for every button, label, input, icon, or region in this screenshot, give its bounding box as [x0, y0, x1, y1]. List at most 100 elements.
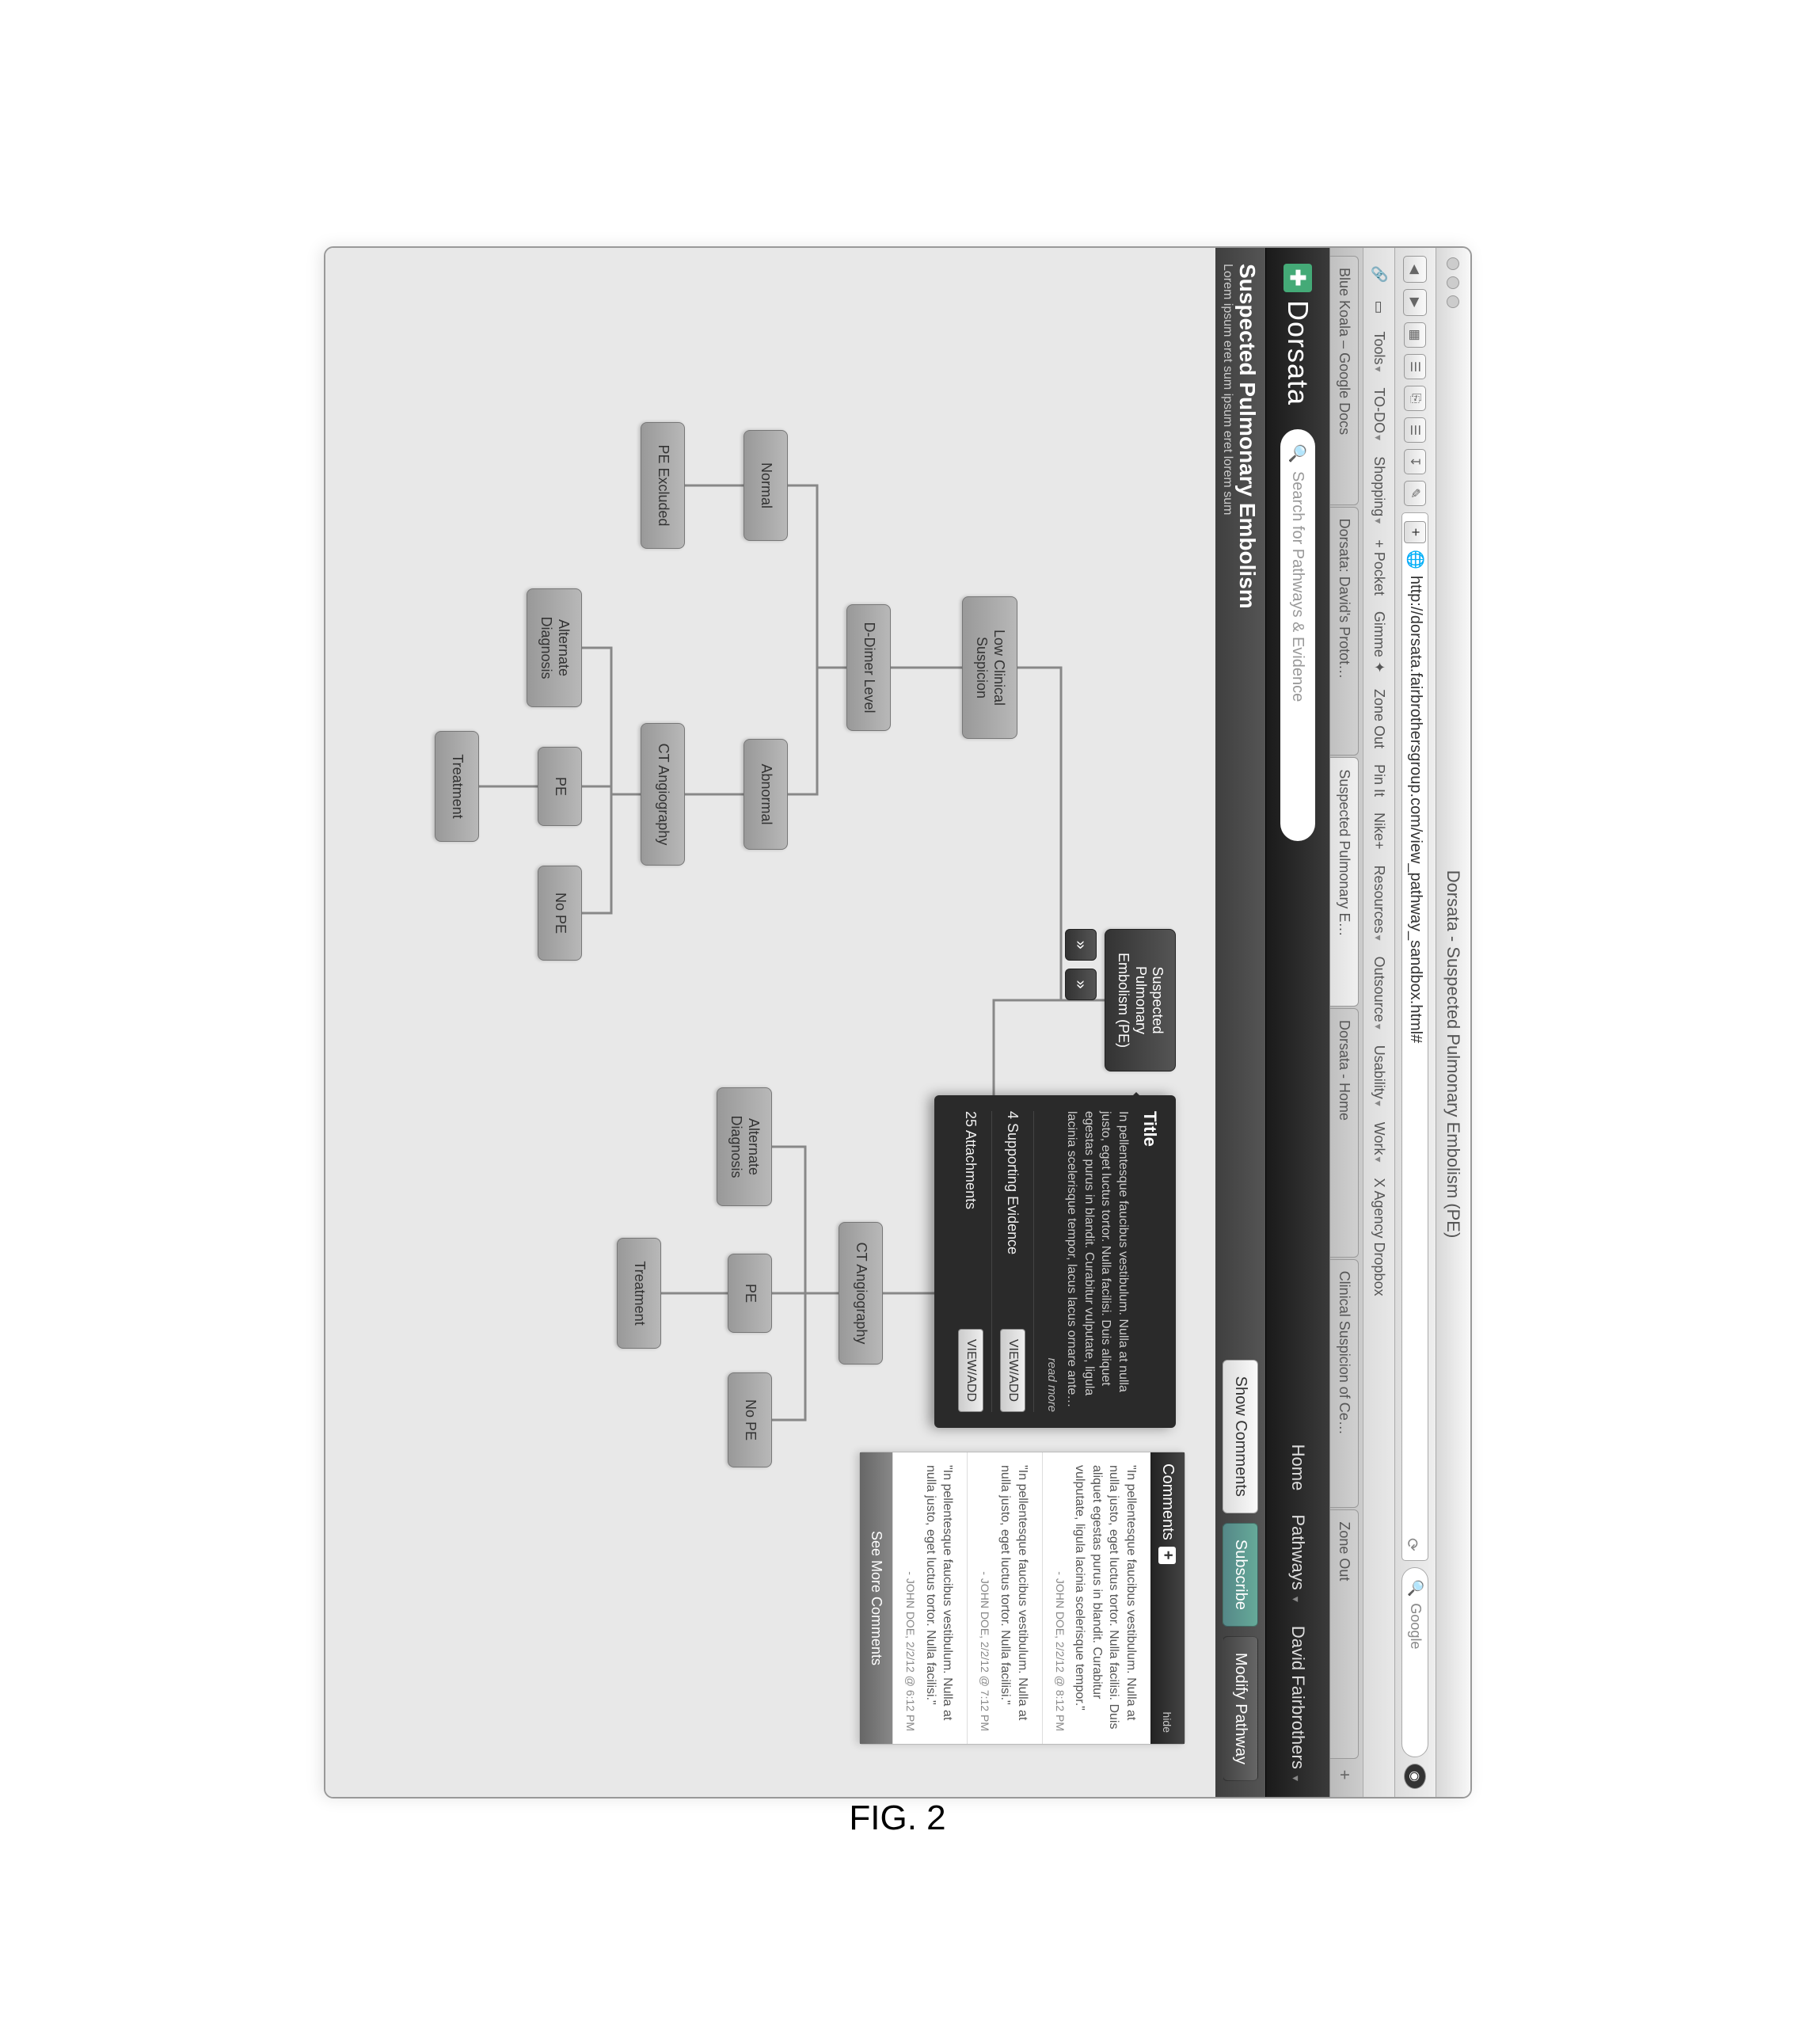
- bookmark-item[interactable]: Pin It: [1368, 756, 1390, 805]
- url-text: http://dorsata.fairbrothersgroup.com/vie…: [1406, 575, 1424, 1531]
- flowchart-node-pe1[interactable]: PE: [538, 747, 582, 826]
- bookmark-item[interactable]: Resources▾: [1368, 857, 1390, 948]
- flowchart-node-ddimer[interactable]: D-Dimer Level: [846, 604, 891, 731]
- forward-button[interactable]: ▶: [1403, 289, 1427, 316]
- comments-panel: Comments + hide "In pellentesque faucibus…: [859, 1452, 1185, 1745]
- read-more-link[interactable]: read more: [1044, 1111, 1058, 1412]
- browser-tab[interactable]: Dorsata - Home: [1330, 1008, 1359, 1258]
- flowchart-node-nope2[interactable]: No PE: [728, 1372, 772, 1467]
- add-bookmark-button[interactable]: +: [1404, 521, 1426, 543]
- subscribe-button[interactable]: Subscribe: [1223, 1522, 1258, 1626]
- edit-icon[interactable]: ✎: [1404, 481, 1426, 506]
- link-icon[interactable]: 🔗: [1367, 257, 1390, 291]
- header-nav: Home Pathways ▾ David Fairbrothers ▾: [1287, 1444, 1308, 1780]
- flowchart-node-alt2[interactable]: Alternate Diagnosis: [717, 1087, 772, 1206]
- bookmarks-menu-icon[interactable]: ▭: [1367, 292, 1390, 322]
- reader-icon[interactable]: ☰: [1404, 417, 1426, 443]
- popover-body: In pellentesque faucibus vestibulum. Nul…: [1063, 1111, 1131, 1412]
- menu-icon[interactable]: ☰: [1404, 354, 1426, 379]
- comment-item: "In pellentesque faucibus vestibulum. Nu…: [892, 1452, 967, 1744]
- bookmark-item[interactable]: Nike+: [1368, 805, 1390, 858]
- popover-title: Title: [1139, 1111, 1160, 1412]
- modify-pathway-button[interactable]: Modify Pathway: [1223, 1635, 1258, 1780]
- download-icon[interactable]: ↧: [1404, 449, 1426, 474]
- flowchart-node-root[interactable]: Suspected Pulmonary Embolism (PE): [1105, 929, 1176, 1071]
- chevron-down-icon: ▾: [1290, 1596, 1303, 1601]
- bookmark-item[interactable]: Outsource▾: [1368, 948, 1390, 1037]
- figure-label: FIG. 2: [849, 1798, 945, 1838]
- back-button[interactable]: ◀: [1403, 256, 1427, 283]
- flowchart-node-treat1[interactable]: Treatment: [435, 731, 479, 842]
- browser-tab[interactable]: Clinical Suspicion of Ce…: [1330, 1258, 1359, 1508]
- bookmark-item[interactable]: Zone Out: [1368, 680, 1390, 756]
- browser-tab[interactable]: Dorsata: David's Protot…: [1330, 506, 1359, 756]
- flowchart-node-treat2[interactable]: Treatment: [617, 1238, 661, 1349]
- traffic-lights[interactable]: [1447, 257, 1459, 308]
- window-title: Dorsata - Suspected Pulmonary Embolism (…: [1443, 321, 1463, 1787]
- grid-icon[interactable]: ▦: [1404, 322, 1426, 348]
- url-bar[interactable]: + 🌐 http://dorsata.fairbrothersgroup.com…: [1401, 512, 1428, 1561]
- see-more-comments-button[interactable]: See More Comments: [860, 1452, 892, 1744]
- logo-icon: ✚: [1284, 264, 1312, 292]
- comments-header: Comments: [1159, 1464, 1177, 1540]
- nav-pathways[interactable]: Pathways ▾: [1287, 1514, 1308, 1602]
- bookmark-item[interactable]: X Agency Dropbox: [1368, 1170, 1390, 1304]
- evidence-label: 4 Supporting Evidence: [1004, 1111, 1021, 1254]
- sub-header: Suspected Pulmonary Embolism Lorem ipsum…: [1215, 248, 1266, 1797]
- expand-right-icon[interactable]: »: [1065, 969, 1097, 1000]
- flowchart-canvas[interactable]: Suspected Pulmonary Embolism (PE) Low Cli…: [324, 248, 1215, 1797]
- tab-strip: Blue Koala – Google DocsDorsata: David's…: [1329, 248, 1363, 1797]
- bookmark-item[interactable]: TO-DO▾: [1368, 379, 1390, 448]
- flowchart-node-low[interactable]: Low Clinical Suspicion: [962, 596, 1017, 739]
- titlebar: Dorsata - Suspected Pulmonary Embolism (…: [1436, 248, 1470, 1797]
- browser-window: Dorsata - Suspected Pulmonary Embolism (…: [324, 246, 1472, 1798]
- browser-tab[interactable]: Blue Koala – Google Docs: [1330, 256, 1359, 505]
- node-popover: Title In pellentesque faucibus vestibulu…: [934, 1095, 1175, 1428]
- browser-tab[interactable]: Suspected Pulmonary E…: [1330, 757, 1359, 1007]
- browser-tab[interactable]: Zone Out: [1330, 1509, 1359, 1759]
- user-menu[interactable]: David Fairbrothers ▾: [1287, 1625, 1308, 1780]
- flowchart-node-alt1[interactable]: Alternate Diagnosis: [527, 588, 582, 707]
- bookmark-item[interactable]: Tools▾: [1368, 323, 1390, 379]
- evidence-view-button[interactable]: VIEW/ADD: [999, 1328, 1025, 1411]
- attachments-label: 25 Attachments: [962, 1111, 979, 1209]
- comment-item: "In pellentesque faucibus vestibulum. Nu…: [1041, 1452, 1150, 1744]
- app-header: ✚ Dorsata 🔍 Search for Pathways & Eviden…: [1266, 248, 1329, 1797]
- search-icon: 🔍: [1407, 1579, 1424, 1597]
- search-icon: 🔍: [1287, 443, 1307, 463]
- attachments-view-button[interactable]: VIEW/ADD: [957, 1328, 983, 1411]
- show-comments-button[interactable]: Show Comments: [1223, 1359, 1258, 1513]
- flowchart-node-nope1[interactable]: No PE: [538, 866, 582, 961]
- browser-search[interactable]: 🔍 Google: [1401, 1567, 1428, 1757]
- comment-item: "In pellentesque faucibus vestibulum. Nu…: [967, 1452, 1041, 1744]
- bookmark-item[interactable]: + Pocket: [1368, 531, 1390, 603]
- hide-comments-link[interactable]: hide: [1161, 1711, 1173, 1732]
- bookmark-bar: 🔗 ▭ Tools▾TO-DO▾Shopping▾+ PocketGimme ✦…: [1363, 248, 1394, 1797]
- bookmark-item[interactable]: Gimme ✦: [1368, 603, 1390, 680]
- app-search-placeholder: Search for Pathways & Evidence: [1288, 470, 1306, 701]
- flowchart-node-normal[interactable]: Normal: [743, 430, 788, 541]
- brand-name: Dorsata: [1281, 300, 1314, 405]
- flowchart-node-ct1[interactable]: CT Angiography: [641, 723, 685, 866]
- logo[interactable]: ✚ Dorsata: [1281, 264, 1314, 405]
- flowchart-node-pe_excl[interactable]: PE Excluded: [641, 422, 685, 549]
- chevron-down-icon: ▾: [1290, 1775, 1303, 1780]
- new-tab-button[interactable]: +: [1330, 1760, 1359, 1789]
- bookmark-item[interactable]: Work▾: [1368, 1113, 1390, 1170]
- browser-toolbar: ◀ ▶ ▦ ☰ ⎘ ☰ ↧ ✎ + 🌐 http://dorsata.fairb…: [1394, 248, 1436, 1797]
- page-title: Suspected Pulmonary Embolism: [1234, 264, 1260, 609]
- share-icon[interactable]: ⎘: [1404, 386, 1426, 411]
- expand-left-icon[interactable]: »: [1065, 929, 1097, 961]
- flowchart-node-ct2[interactable]: CT Angiography: [839, 1222, 883, 1365]
- reload-icon[interactable]: ⟳: [1408, 1538, 1422, 1552]
- flowchart-node-abnormal[interactable]: Abnormal: [743, 739, 788, 850]
- nav-home[interactable]: Home: [1287, 1444, 1308, 1490]
- globe-icon: 🌐: [1405, 550, 1425, 569]
- settings-icon[interactable]: ◉: [1404, 1764, 1426, 1789]
- app-search[interactable]: 🔍 Search for Pathways & Evidence: [1280, 429, 1315, 841]
- add-comment-button[interactable]: +: [1158, 1546, 1176, 1563]
- flowchart-node-pe2[interactable]: PE: [728, 1254, 772, 1333]
- bookmark-item[interactable]: Usability▾: [1368, 1037, 1390, 1113]
- page-subtitle: Lorem ipsum eret sum ipsum eret lorem su…: [1220, 264, 1234, 609]
- bookmark-item[interactable]: Shopping▾: [1368, 448, 1390, 531]
